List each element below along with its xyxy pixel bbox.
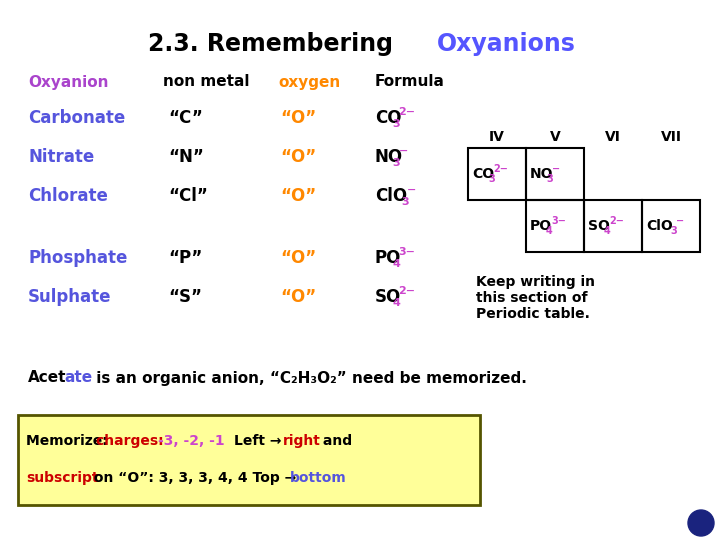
Text: “O”: “O” bbox=[280, 109, 316, 127]
Text: Nitrate: Nitrate bbox=[28, 148, 94, 166]
Text: −: − bbox=[552, 164, 559, 174]
Text: 2−: 2− bbox=[610, 216, 624, 226]
Text: and: and bbox=[318, 434, 352, 448]
Bar bbox=[526, 200, 584, 252]
Text: PO: PO bbox=[530, 219, 552, 233]
Text: NO: NO bbox=[530, 167, 554, 181]
Text: 2−: 2− bbox=[493, 164, 508, 174]
Text: Oxyanion: Oxyanion bbox=[28, 75, 109, 90]
Text: 3: 3 bbox=[546, 174, 553, 184]
Text: 3: 3 bbox=[402, 197, 409, 207]
Text: −: − bbox=[398, 146, 408, 156]
Text: 4: 4 bbox=[546, 226, 553, 236]
Text: ClO: ClO bbox=[375, 187, 407, 205]
Text: 2−: 2− bbox=[398, 286, 415, 296]
Circle shape bbox=[688, 510, 714, 536]
Text: IV: IV bbox=[489, 130, 505, 144]
Text: 4: 4 bbox=[604, 226, 611, 236]
Text: Left →: Left → bbox=[235, 434, 287, 448]
Text: charges:: charges: bbox=[96, 434, 168, 448]
Text: “O”: “O” bbox=[280, 148, 316, 166]
Text: NO: NO bbox=[375, 148, 403, 166]
Text: CO: CO bbox=[472, 167, 494, 181]
Text: V: V bbox=[549, 130, 560, 144]
Text: oxygen: oxygen bbox=[278, 75, 341, 90]
Text: “Cl”: “Cl” bbox=[168, 187, 208, 205]
Text: −: − bbox=[408, 185, 417, 195]
Text: “O”: “O” bbox=[280, 187, 316, 205]
Text: Phosphate: Phosphate bbox=[28, 249, 127, 267]
Text: on “O”: 3, 3, 3, 4, 4 Top →: on “O”: 3, 3, 3, 4, 4 Top → bbox=[89, 471, 301, 485]
Text: Memorize:: Memorize: bbox=[26, 434, 112, 448]
Text: “C”: “C” bbox=[168, 109, 203, 127]
Text: 4: 4 bbox=[392, 259, 400, 269]
Text: 3: 3 bbox=[392, 158, 400, 168]
Text: 2−: 2− bbox=[398, 107, 415, 117]
Text: CO: CO bbox=[375, 109, 402, 127]
Text: Acet: Acet bbox=[28, 370, 66, 386]
Text: this section of: this section of bbox=[476, 291, 588, 305]
Text: non metal: non metal bbox=[163, 75, 250, 90]
Text: 3−: 3− bbox=[398, 247, 415, 257]
Text: Carbonate: Carbonate bbox=[28, 109, 125, 127]
Text: bottom: bottom bbox=[290, 471, 347, 485]
Bar bbox=[642, 200, 700, 252]
Bar bbox=[526, 148, 584, 200]
Text: “O”: “O” bbox=[280, 288, 316, 306]
Text: 4: 4 bbox=[392, 298, 400, 308]
Text: 3: 3 bbox=[488, 174, 495, 184]
FancyBboxPatch shape bbox=[18, 415, 480, 505]
Text: ClO: ClO bbox=[646, 219, 672, 233]
Text: Oxyanions: Oxyanions bbox=[437, 32, 576, 56]
Text: ate: ate bbox=[64, 370, 92, 386]
Text: “S”: “S” bbox=[168, 288, 202, 306]
Text: −: − bbox=[675, 216, 683, 226]
Text: “P”: “P” bbox=[168, 249, 202, 267]
Bar bbox=[584, 200, 642, 252]
Text: 3−: 3− bbox=[552, 216, 567, 226]
Text: “O”: “O” bbox=[280, 249, 316, 267]
Text: -3, -2, -1: -3, -2, -1 bbox=[158, 434, 230, 448]
Text: is an organic anion, “C₂H₃O₂” need be memorized.: is an organic anion, “C₂H₃O₂” need be me… bbox=[91, 370, 527, 386]
Text: 3: 3 bbox=[392, 119, 400, 129]
Text: VI: VI bbox=[605, 130, 621, 144]
Text: 2.3. Remembering: 2.3. Remembering bbox=[148, 32, 401, 56]
Text: SO: SO bbox=[375, 288, 401, 306]
Text: right: right bbox=[283, 434, 321, 448]
Text: Keep writing in: Keep writing in bbox=[476, 275, 595, 289]
Text: SO: SO bbox=[588, 219, 610, 233]
Text: PO: PO bbox=[375, 249, 401, 267]
Text: VII: VII bbox=[660, 130, 682, 144]
Text: “N”: “N” bbox=[168, 148, 204, 166]
Text: Periodic table.: Periodic table. bbox=[476, 307, 590, 321]
Text: Chlorate: Chlorate bbox=[28, 187, 108, 205]
Text: 3: 3 bbox=[670, 226, 677, 236]
Text: Sulphate: Sulphate bbox=[28, 288, 112, 306]
Bar bbox=[468, 148, 526, 200]
Text: Formula: Formula bbox=[375, 75, 445, 90]
Text: subscript: subscript bbox=[26, 471, 99, 485]
